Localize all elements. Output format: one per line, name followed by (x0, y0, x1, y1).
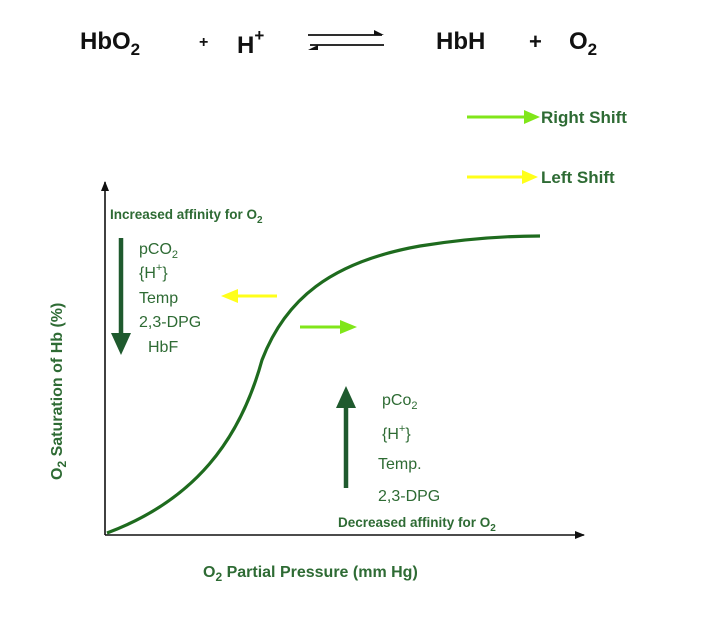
left-factor-h-plus: {H+} (139, 262, 168, 282)
equation-reactant-hbo2: HbO2 (80, 28, 140, 59)
axes (101, 181, 585, 539)
right-shift-curve-arrow-icon (300, 320, 357, 334)
equation-product-o2: O2 (569, 28, 597, 59)
right-factor-h-plus: {H+} (382, 423, 411, 443)
right-factor-temp: Temp. (378, 456, 422, 473)
left-factor-dpg: 2,3-DPG (139, 314, 201, 331)
dissociation-curve (106, 234, 541, 535)
decreased-affinity-label: Decreased affinity for O2 (338, 515, 496, 534)
equation-reactant-h-plus: H+ (237, 26, 264, 59)
left-shift-arrow-icon (467, 170, 538, 184)
y-axis-label: O2 Saturation of Hb (%) (49, 303, 69, 480)
equation-product-hbh: HbH (436, 28, 485, 55)
legend-right-shift-label: Right Shift (541, 108, 627, 127)
left-shift-curve-arrow-icon (221, 289, 277, 303)
equation-plus-2: + (529, 29, 542, 54)
right-factor-pco2: pCo2 (382, 392, 417, 412)
legend: Right Shift Left Shift (467, 108, 627, 187)
up-arrow-icon (336, 386, 356, 488)
x-axis-label: O2 Partial Pressure (mm Hg) (203, 564, 418, 584)
left-factor-pco2: pCO2 (139, 241, 178, 261)
equation-plus-1: + (199, 34, 208, 51)
right-factor-dpg: 2,3-DPG (378, 488, 440, 505)
left-factor-temp: Temp (139, 290, 178, 307)
down-arrow-icon (111, 238, 131, 355)
equilibrium-arrows (308, 30, 384, 50)
legend-left-shift-label: Left Shift (541, 168, 615, 187)
increased-affinity-label: Increased affinity for O2 (110, 207, 263, 226)
right-shift-arrow-icon (467, 110, 540, 124)
left-factor-hbf: HbF (148, 339, 178, 356)
